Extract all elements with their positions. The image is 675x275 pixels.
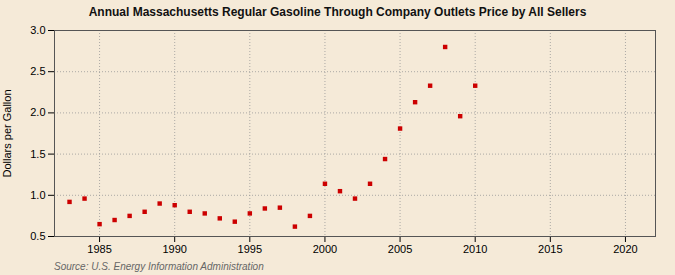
svg-text:1.0: 1.0 — [30, 189, 45, 201]
svg-text:1.5: 1.5 — [30, 148, 45, 160]
svg-text:0.5: 0.5 — [30, 230, 45, 242]
svg-text:2015: 2015 — [538, 243, 562, 255]
html-text:Source: U.S. Energy Informatio: Source: U.S. Energy Information Administ… — [54, 261, 264, 272]
svg-text:2020: 2020 — [613, 243, 637, 255]
svg-text:1990: 1990 — [162, 243, 186, 255]
svg-text:2000: 2000 — [313, 243, 337, 255]
svg-text:2.0: 2.0 — [30, 106, 45, 118]
svg-text:2005: 2005 — [388, 243, 412, 255]
svg-text:1985: 1985 — [87, 243, 111, 255]
svg-text:Dollars per Gallon: Dollars per Gallon — [1, 89, 13, 177]
svg-text:2010: 2010 — [463, 243, 487, 255]
svg-text:3.0: 3.0 — [30, 24, 45, 36]
svg-text:2.5: 2.5 — [30, 65, 45, 77]
html-text:Annual Massachusetts Regular G: Annual Massachusetts Regular Gasoline Th… — [88, 5, 587, 19]
svg-text:1995: 1995 — [238, 243, 262, 255]
